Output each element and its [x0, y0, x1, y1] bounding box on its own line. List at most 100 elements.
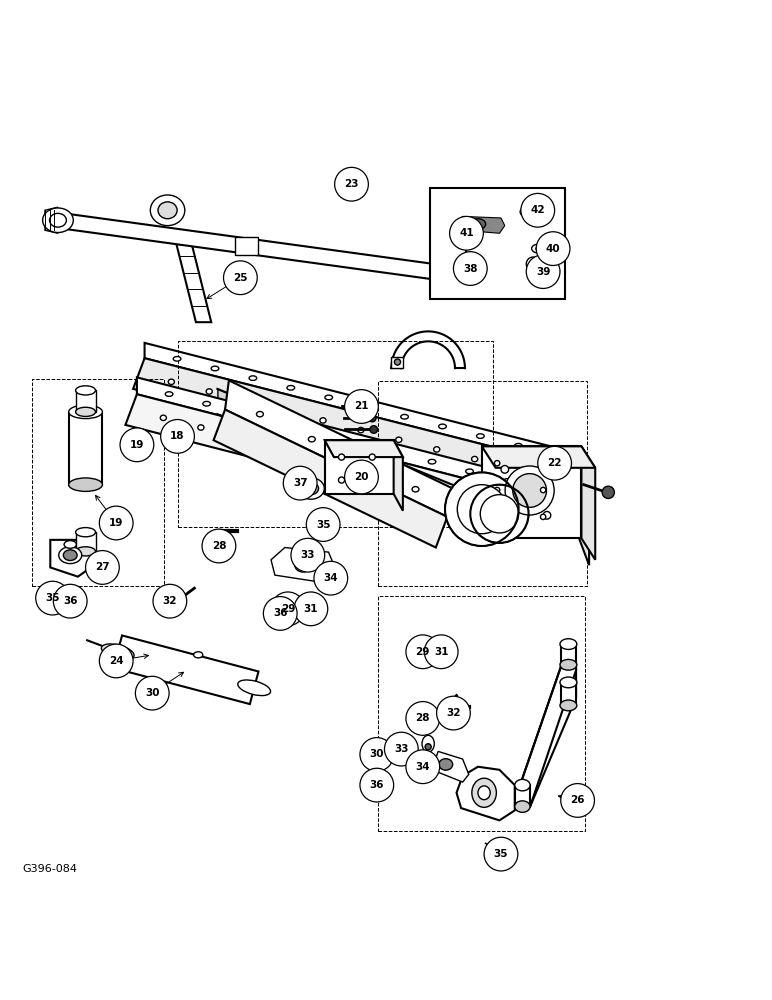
Polygon shape	[486, 450, 589, 481]
Circle shape	[306, 508, 340, 541]
Polygon shape	[486, 450, 577, 534]
Circle shape	[48, 594, 57, 603]
Circle shape	[153, 584, 187, 618]
Ellipse shape	[64, 541, 76, 548]
Ellipse shape	[515, 801, 530, 812]
Polygon shape	[133, 358, 550, 492]
Text: 42: 42	[530, 205, 545, 215]
Ellipse shape	[316, 430, 323, 435]
Text: 26: 26	[571, 795, 585, 805]
Circle shape	[406, 750, 439, 784]
Ellipse shape	[433, 657, 439, 662]
Text: 28: 28	[415, 713, 430, 723]
Ellipse shape	[173, 357, 181, 361]
Polygon shape	[325, 440, 403, 457]
Circle shape	[271, 592, 305, 626]
Ellipse shape	[458, 709, 464, 728]
Text: 19: 19	[130, 440, 144, 450]
Ellipse shape	[536, 247, 543, 251]
Ellipse shape	[540, 487, 546, 493]
Circle shape	[161, 420, 195, 453]
Polygon shape	[432, 751, 469, 782]
Text: 36: 36	[273, 608, 287, 618]
Ellipse shape	[165, 392, 173, 396]
Ellipse shape	[419, 656, 427, 662]
Ellipse shape	[396, 437, 402, 442]
Ellipse shape	[461, 492, 467, 498]
Circle shape	[521, 193, 554, 227]
Circle shape	[453, 252, 487, 285]
Ellipse shape	[560, 700, 577, 711]
Ellipse shape	[278, 421, 286, 425]
Polygon shape	[577, 450, 589, 565]
Ellipse shape	[49, 213, 66, 227]
Polygon shape	[113, 635, 259, 704]
Ellipse shape	[357, 427, 364, 433]
Ellipse shape	[338, 477, 344, 483]
Circle shape	[53, 584, 87, 618]
Ellipse shape	[494, 487, 499, 493]
Ellipse shape	[69, 405, 103, 419]
Ellipse shape	[76, 386, 96, 395]
Polygon shape	[560, 644, 576, 665]
Circle shape	[437, 696, 470, 730]
Circle shape	[513, 474, 547, 507]
Circle shape	[406, 635, 439, 669]
Text: 37: 37	[293, 478, 307, 488]
Circle shape	[480, 495, 519, 533]
Polygon shape	[482, 446, 581, 538]
Circle shape	[334, 167, 368, 201]
Ellipse shape	[540, 514, 546, 520]
Circle shape	[174, 597, 184, 606]
Ellipse shape	[212, 366, 218, 371]
Ellipse shape	[501, 466, 509, 473]
Text: 30: 30	[145, 688, 160, 698]
Polygon shape	[325, 440, 394, 494]
Polygon shape	[137, 377, 540, 498]
Circle shape	[425, 635, 458, 669]
Ellipse shape	[69, 478, 103, 491]
Polygon shape	[482, 446, 595, 468]
Text: 19: 19	[109, 518, 124, 528]
Ellipse shape	[151, 195, 185, 226]
Circle shape	[263, 597, 297, 630]
Text: 39: 39	[536, 267, 550, 277]
Polygon shape	[69, 412, 103, 485]
Circle shape	[100, 644, 133, 678]
Ellipse shape	[530, 260, 537, 267]
Circle shape	[368, 414, 376, 422]
Polygon shape	[45, 207, 58, 233]
Ellipse shape	[540, 461, 546, 466]
Ellipse shape	[101, 644, 134, 660]
Polygon shape	[214, 410, 447, 548]
Circle shape	[86, 551, 120, 584]
Ellipse shape	[76, 528, 96, 537]
Circle shape	[538, 446, 571, 480]
Circle shape	[319, 520, 328, 529]
Ellipse shape	[174, 234, 191, 245]
Ellipse shape	[76, 547, 96, 556]
Ellipse shape	[289, 613, 296, 620]
Text: 31: 31	[434, 647, 449, 657]
Polygon shape	[271, 548, 336, 583]
Ellipse shape	[338, 454, 344, 460]
Circle shape	[100, 506, 133, 540]
Text: 35: 35	[316, 520, 330, 530]
Polygon shape	[394, 440, 403, 511]
Circle shape	[36, 581, 69, 615]
Circle shape	[560, 784, 594, 817]
Text: 41: 41	[459, 228, 474, 238]
Circle shape	[470, 485, 529, 543]
Polygon shape	[57, 213, 479, 285]
Text: 34: 34	[415, 762, 430, 772]
Text: 27: 27	[95, 562, 110, 572]
Ellipse shape	[303, 482, 319, 495]
Ellipse shape	[268, 610, 277, 616]
Ellipse shape	[203, 401, 211, 406]
Ellipse shape	[363, 405, 371, 409]
Ellipse shape	[235, 434, 242, 440]
Circle shape	[314, 561, 347, 595]
Text: 34: 34	[323, 573, 338, 583]
Circle shape	[445, 472, 519, 546]
Circle shape	[527, 255, 560, 288]
